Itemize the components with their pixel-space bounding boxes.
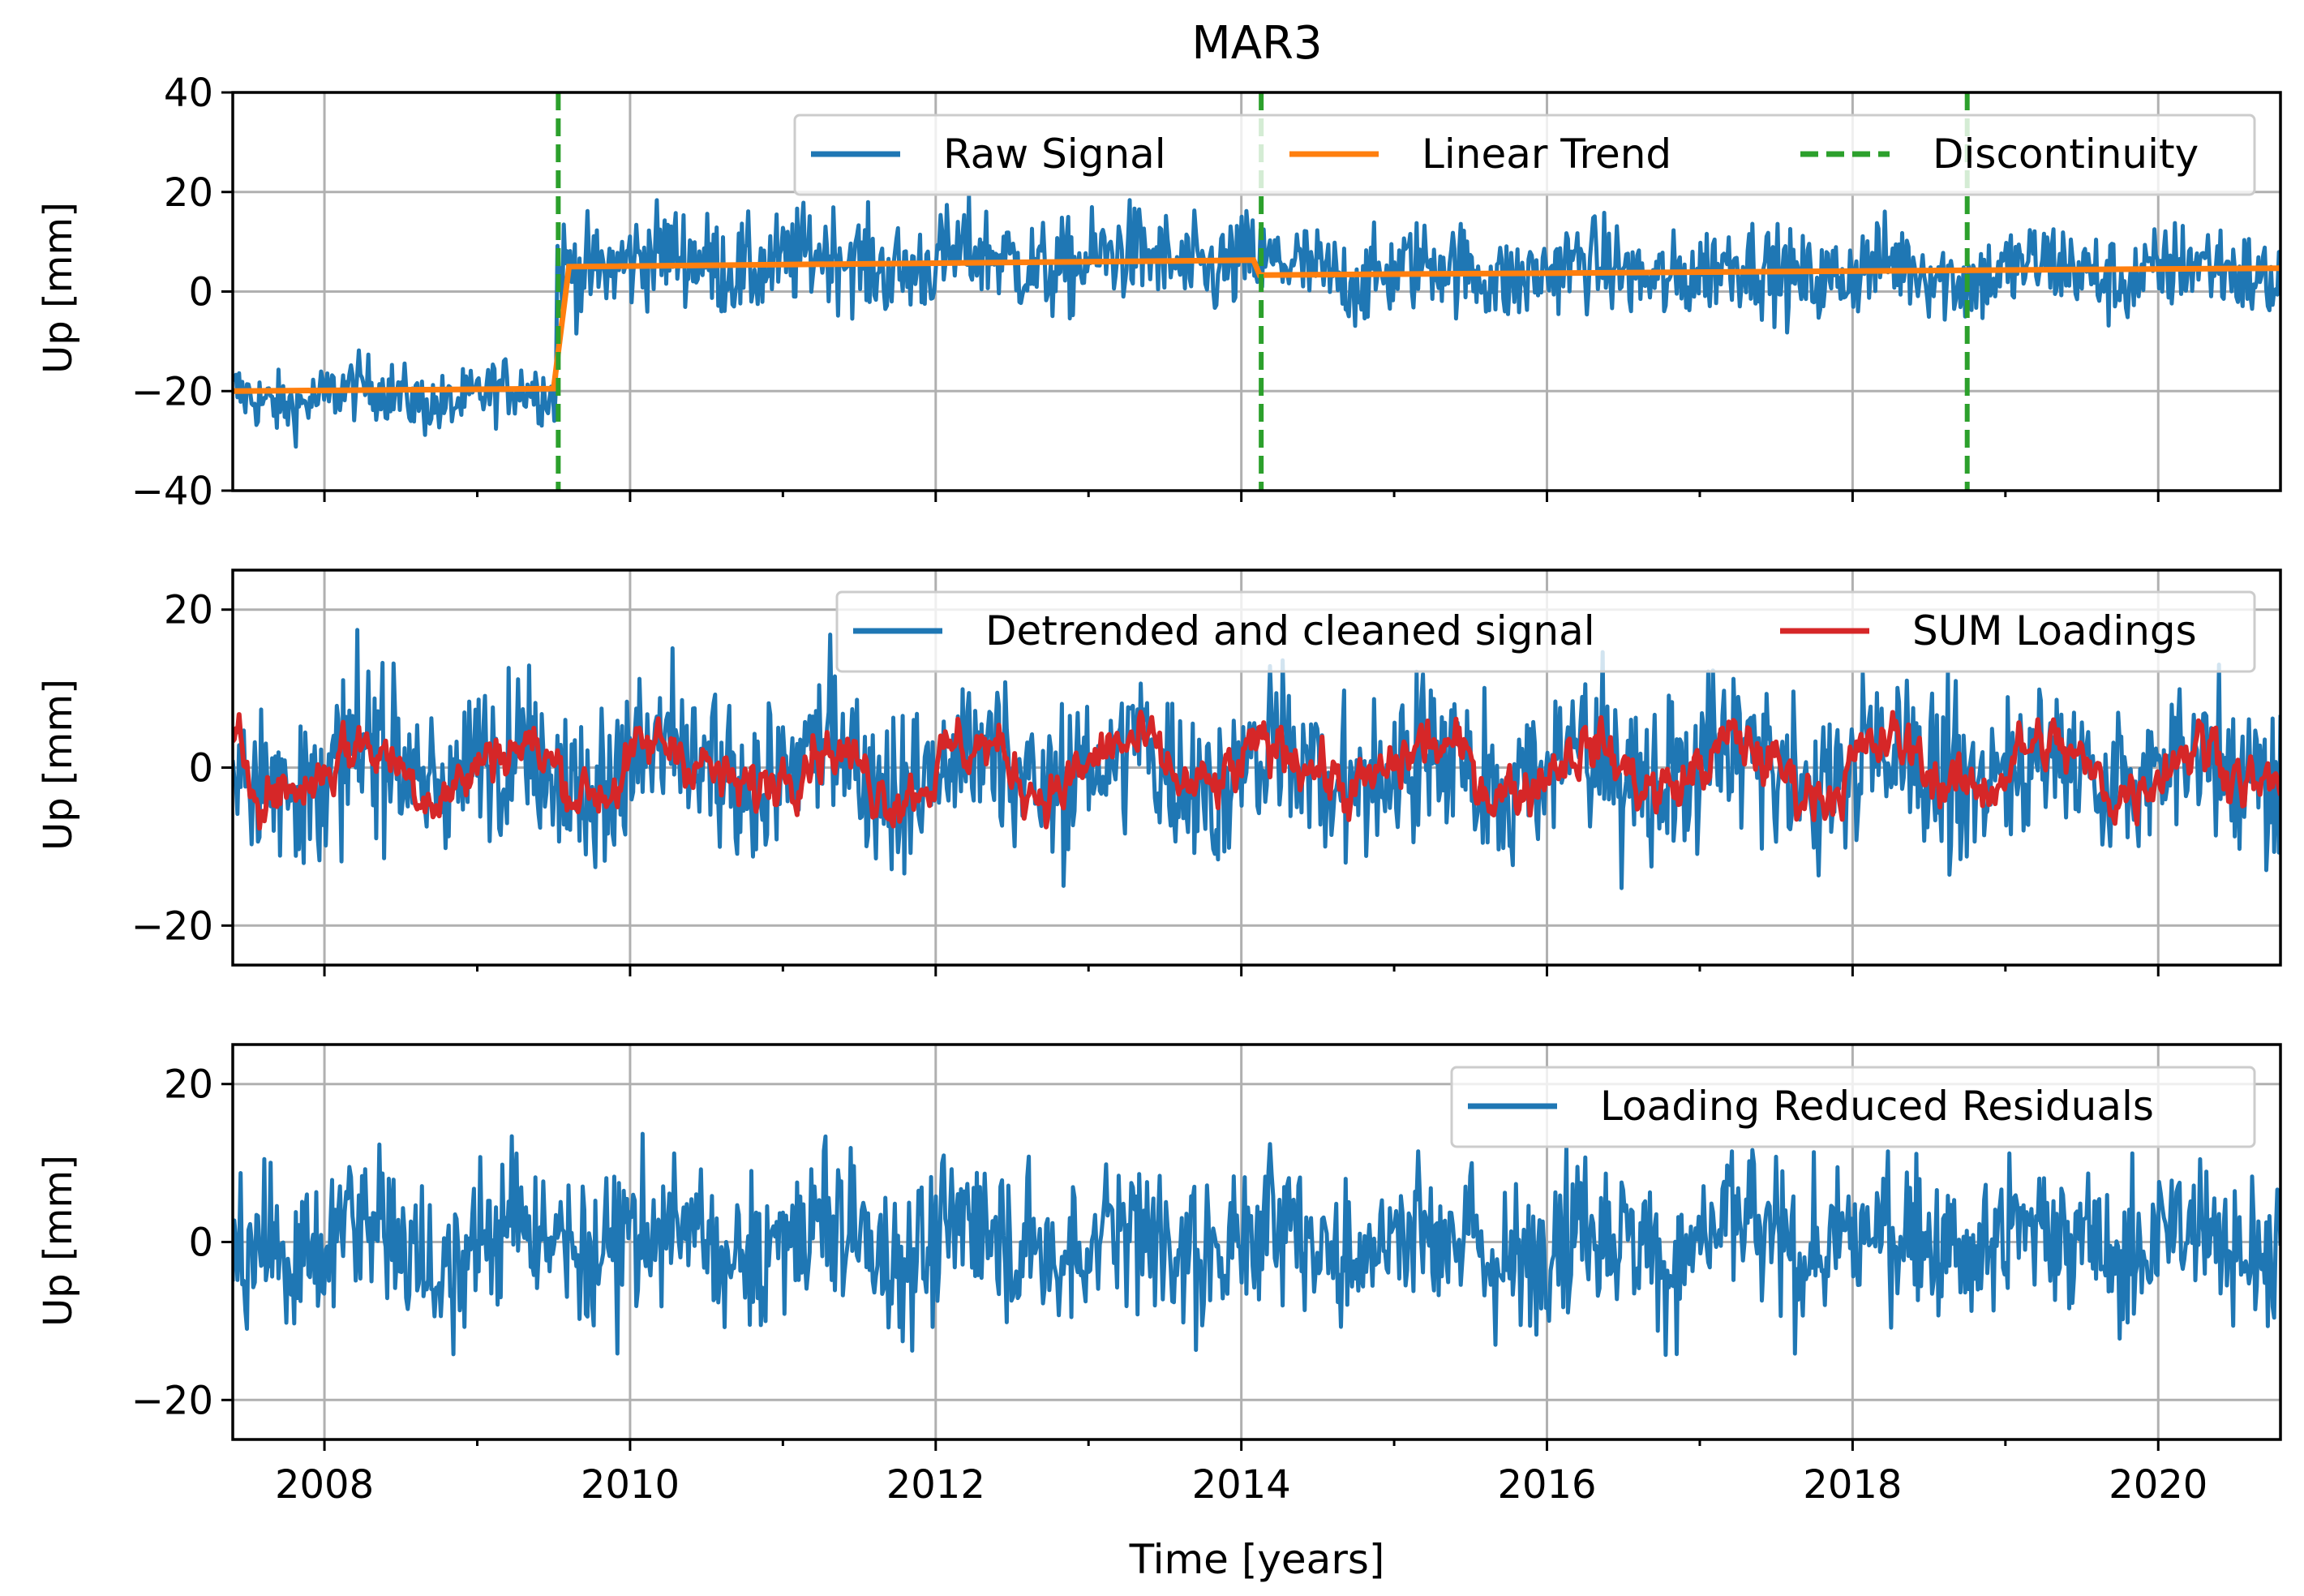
legend-frame [835, 590, 2256, 673]
y-axis-label: Up [mm] [36, 679, 81, 851]
legend-detrended: Detrended and cleaned signal [985, 607, 1595, 654]
y-tick-label: 0 [188, 1221, 213, 1266]
x-tick-label: 2012 [886, 1462, 985, 1508]
x-tick-label: 2010 [581, 1462, 680, 1508]
x-axis-label: Time [years] [1129, 1536, 1385, 1583]
signal-line [233, 1131, 2280, 1358]
y-tick-label: 0 [188, 270, 213, 315]
y-axis-label: Up [mm] [36, 1155, 81, 1327]
legend-raw-signal: Raw Signal [943, 131, 1166, 178]
y-tick-label: −20 [131, 903, 213, 949]
y-tick-label: 20 [164, 170, 213, 216]
y-tick-label: 20 [164, 1062, 213, 1108]
legend-frame [1450, 1066, 2256, 1148]
raw-signal-line [233, 194, 2280, 449]
y-tick-label: 20 [164, 588, 213, 633]
y-axis-label: Up [mm] [36, 202, 81, 374]
legend: Detrended and cleaned signal SUM Loading… [835, 590, 2256, 673]
linear-trend-line [233, 257, 2280, 394]
y-tick-label: 40 [164, 71, 213, 116]
panel-residuals: Up [mm] Loading Reduced Residuals 20 0 −20… [36, 1043, 2282, 1508]
x-tick-label: 2014 [1192, 1462, 1291, 1508]
x-tick-label: 2016 [1497, 1462, 1596, 1508]
panel-raw: Up [mm] Raw Signal Linear Trend Disconti… [36, 71, 2282, 514]
sum-loadings-line [233, 710, 2280, 831]
legend: Raw Signal Linear Trend Discontinuity [793, 114, 2256, 196]
plot-area [233, 1045, 2280, 1439]
x-tick-label: 2020 [2109, 1462, 2207, 1508]
legend-discontinuity: Discontinuity [1933, 131, 2199, 178]
x-tick-label: 2018 [1803, 1462, 1902, 1508]
legend-linear-trend: Linear Trend [1422, 131, 1671, 178]
legend-sum-loadings: SUM Loadings [1912, 607, 2197, 654]
y-tick-label: −40 [131, 469, 213, 514]
y-tick-label: 0 [188, 746, 213, 792]
legend-residuals: Loading Reduced Residuals [1600, 1083, 2154, 1130]
x-tick-label: 2008 [275, 1462, 374, 1508]
chart-title: MAR3 [1191, 17, 1322, 70]
y-tick-label: −20 [131, 1378, 213, 1423]
legend: Loading Reduced Residuals [1450, 1066, 2256, 1148]
panel-detrended: Up [mm] Detrended and cleaned signal SUM… [36, 568, 2282, 976]
legend-frame [793, 114, 2256, 196]
y-tick-label: −20 [131, 369, 213, 414]
